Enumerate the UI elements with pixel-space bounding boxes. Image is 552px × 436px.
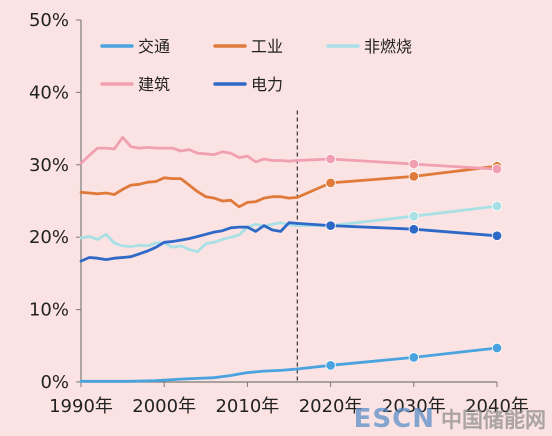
legend-item: 交通 bbox=[100, 37, 170, 56]
series-marker bbox=[325, 177, 336, 189]
legend-item: 建筑 bbox=[100, 75, 170, 94]
series-history-line bbox=[79, 221, 299, 254]
y-tick-label: 50% bbox=[29, 10, 69, 31]
x-tick-label: 2000年 bbox=[132, 396, 196, 417]
x-tick-label: 2030年 bbox=[382, 396, 446, 417]
series-projection-line bbox=[295, 164, 499, 199]
axes: 0% 10% 20% 30% 40% 50% 1990年 2000年 2010年 2020年 203… bbox=[29, 10, 529, 417]
series-history-line bbox=[79, 176, 299, 209]
legend-item: 工业 bbox=[213, 37, 283, 56]
series-history-line bbox=[79, 135, 299, 165]
y-tick-label: 0% bbox=[40, 372, 69, 393]
legend-item: 非燃烧 bbox=[326, 37, 412, 56]
series-layer bbox=[79, 135, 503, 383]
series-0 bbox=[79, 342, 503, 383]
series-history-line bbox=[79, 221, 299, 263]
series-marker bbox=[491, 342, 503, 354]
y-tick-label: 40% bbox=[29, 82, 69, 103]
series-marker bbox=[408, 158, 420, 170]
series-marker bbox=[491, 163, 503, 175]
x-tick-label: 2040年 bbox=[465, 396, 529, 417]
y-tick-label: 10% bbox=[29, 300, 69, 321]
x-tick-label: 1990年 bbox=[49, 396, 113, 417]
legend-label: 非燃烧 bbox=[364, 37, 412, 56]
series-history-line bbox=[79, 367, 299, 383]
legend-label: 建筑 bbox=[138, 75, 170, 94]
series-marker bbox=[408, 171, 420, 182]
x-tick-label: 2010年 bbox=[215, 396, 279, 417]
series-marker bbox=[408, 352, 420, 363]
series-1 bbox=[79, 161, 503, 209]
series-marker bbox=[325, 153, 336, 165]
legend-label: 工业 bbox=[251, 37, 283, 56]
series-marker bbox=[491, 200, 503, 212]
legend-label: 电力 bbox=[251, 75, 283, 94]
series-projection-line bbox=[295, 157, 499, 171]
series-marker bbox=[491, 230, 503, 241]
series-projection-line bbox=[295, 221, 499, 238]
legend-label: 交通 bbox=[138, 37, 170, 56]
series-4 bbox=[79, 220, 503, 263]
series-3 bbox=[79, 135, 503, 175]
y-tick-label: 30% bbox=[29, 155, 69, 176]
x-tick-label: 2020年 bbox=[299, 396, 363, 417]
series-marker bbox=[325, 360, 336, 371]
series-marker bbox=[325, 220, 336, 231]
legend-item: 电力 bbox=[213, 75, 283, 94]
series-marker bbox=[408, 224, 420, 235]
y-tick-label: 20% bbox=[29, 227, 69, 248]
series-marker bbox=[408, 211, 420, 222]
series-2 bbox=[79, 200, 503, 254]
series-projection-line bbox=[295, 346, 499, 371]
